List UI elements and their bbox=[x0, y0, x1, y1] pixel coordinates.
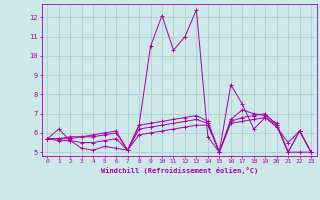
X-axis label: Windchill (Refroidissement éolien,°C): Windchill (Refroidissement éolien,°C) bbox=[100, 167, 258, 174]
